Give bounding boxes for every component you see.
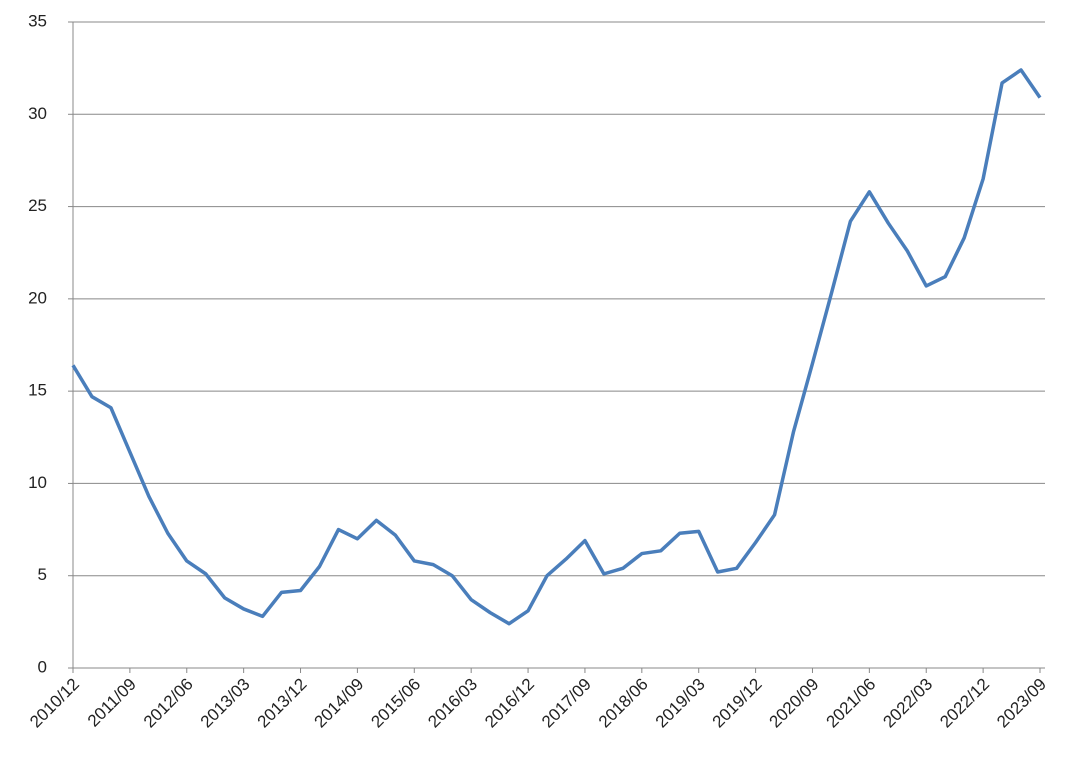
x-tick-label: 2013/03 [197, 675, 254, 732]
x-tick-label: 2022/12 [936, 675, 993, 732]
y-tick-label: 35 [28, 11, 47, 30]
x-tick-label: 2018/06 [595, 675, 652, 732]
y-tick-label: 20 [28, 288, 47, 307]
y-tick-label: 10 [28, 473, 47, 492]
y-tick-label: 30 [28, 104, 47, 123]
x-tick-label: 2017/09 [538, 675, 595, 732]
x-tick-label: 2021/06 [822, 675, 879, 732]
y-tick-label: 15 [28, 381, 47, 400]
y-tick-label: 0 [38, 657, 47, 676]
x-tick-label: 2014/09 [311, 675, 368, 732]
x-tick-label: 2013/12 [254, 675, 311, 732]
x-tick-label: 2019/03 [652, 675, 709, 732]
x-tick-label: 2019/12 [709, 675, 766, 732]
x-tick-label: 2015/06 [367, 675, 424, 732]
x-tick-label: 2011/09 [84, 675, 140, 731]
x-tick-label: 2010/12 [26, 675, 83, 732]
y-tick-label: 25 [28, 196, 47, 215]
y-tick-label: 5 [38, 565, 47, 584]
x-tick-label: 2022/03 [879, 675, 936, 732]
x-tick-label: 2020/09 [766, 675, 823, 732]
x-tick-label: 2016/12 [481, 675, 538, 732]
x-tick-label: 2012/06 [140, 675, 197, 732]
x-tick-label: 2016/03 [424, 675, 481, 732]
line [71, 68, 1042, 626]
x-tick-label: 2023/09 [993, 675, 1050, 732]
